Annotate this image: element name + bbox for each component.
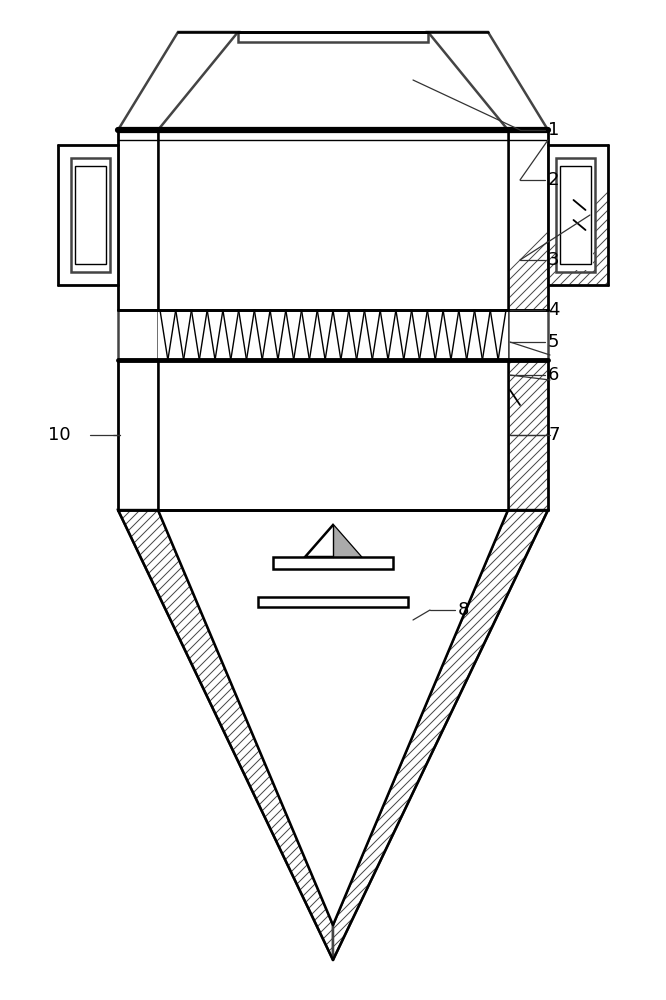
Polygon shape [508,360,548,510]
Polygon shape [118,310,158,360]
Text: 4: 4 [548,301,559,319]
Polygon shape [238,32,428,42]
Bar [558,160,593,270]
Polygon shape [158,510,508,925]
Text: 6: 6 [548,366,559,384]
Text: 2: 2 [548,171,559,189]
Bar [158,360,508,510]
Polygon shape [118,32,238,130]
Polygon shape [305,525,361,557]
Text: 10: 10 [48,426,71,444]
Polygon shape [508,310,548,360]
Text: 3: 3 [548,251,559,269]
Polygon shape [508,130,548,310]
Bar [75,166,106,264]
Polygon shape [556,158,595,272]
Polygon shape [428,32,548,130]
Polygon shape [548,145,608,285]
Bar [158,310,508,360]
Bar [158,130,508,310]
Text: 7: 7 [548,426,559,444]
Text: 5: 5 [548,333,559,351]
Bar [258,597,408,607]
Polygon shape [58,145,118,285]
Polygon shape [71,158,110,272]
Polygon shape [333,510,548,960]
Text: 1: 1 [548,121,559,139]
Bar [73,160,108,270]
Polygon shape [118,130,158,310]
Bar [273,557,393,569]
Polygon shape [333,525,361,557]
Polygon shape [118,510,333,960]
Text: 8: 8 [458,601,470,619]
Bar [560,166,591,264]
Polygon shape [118,360,158,510]
